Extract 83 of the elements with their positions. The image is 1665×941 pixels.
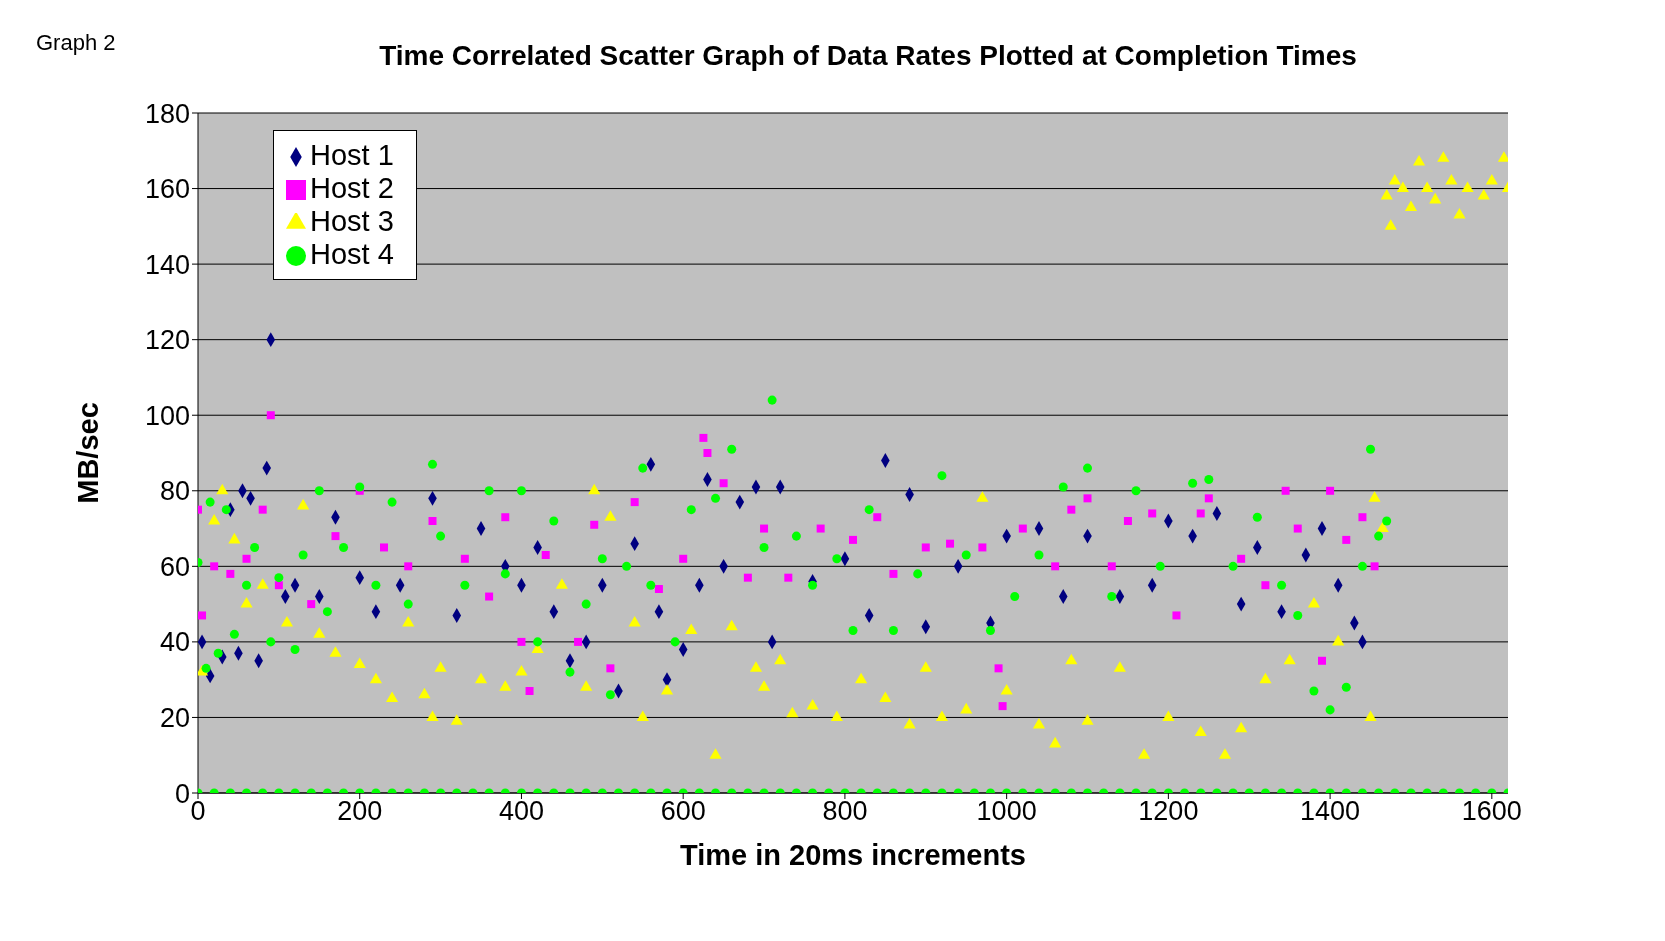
y-tick-label: 40 <box>159 627 190 658</box>
point <box>331 532 340 541</box>
point <box>379 543 388 552</box>
point <box>849 535 857 544</box>
point <box>1067 505 1076 514</box>
y-axis-title: MB/sec <box>72 402 105 504</box>
y-tick-label: 60 <box>159 551 190 582</box>
point <box>873 513 882 522</box>
point <box>242 554 251 563</box>
caption: Graph 2 <box>36 30 116 56</box>
x-axis-title: Time in 20ms increments <box>679 839 1027 871</box>
point <box>1281 486 1290 495</box>
point <box>307 600 316 609</box>
point <box>606 664 615 673</box>
point <box>921 543 930 552</box>
point <box>703 449 712 457</box>
point <box>978 543 987 552</box>
point <box>1326 486 1335 495</box>
legend-label: Host 3 <box>310 205 394 237</box>
y-tick-label: 180 <box>144 98 190 129</box>
legend-label: Host 2 <box>310 172 394 204</box>
point <box>1107 562 1116 571</box>
y-tick-label: 20 <box>159 703 190 734</box>
point <box>1196 509 1205 518</box>
point <box>404 562 413 571</box>
point <box>460 554 469 563</box>
point <box>654 585 663 593</box>
point <box>274 581 283 590</box>
point <box>1204 494 1213 503</box>
point <box>590 520 599 529</box>
point <box>1148 509 1157 518</box>
point <box>994 664 1003 673</box>
point <box>517 637 526 646</box>
point <box>816 524 825 533</box>
point <box>525 687 534 695</box>
point <box>699 433 708 442</box>
x-tick-label: 400 <box>498 796 544 827</box>
y-tick-label: 140 <box>144 249 190 280</box>
point <box>1051 562 1060 571</box>
x-tick-label: 1000 <box>976 796 1037 827</box>
point <box>760 524 769 533</box>
y-tick-label: 80 <box>159 476 190 507</box>
point <box>485 592 494 601</box>
point <box>743 573 752 582</box>
point <box>210 562 219 571</box>
point <box>226 569 235 578</box>
x-tick-label: 1200 <box>1138 796 1199 827</box>
point <box>998 702 1007 711</box>
x-tick-label: 200 <box>337 796 383 827</box>
point <box>1172 611 1181 620</box>
point <box>1293 524 1302 533</box>
point <box>889 569 898 578</box>
x-tick-label: 800 <box>822 796 868 827</box>
y-tick-label: 160 <box>144 174 190 205</box>
point <box>1342 535 1351 544</box>
point <box>946 539 955 548</box>
x-tick-label: 1600 <box>1461 796 1522 827</box>
point <box>1123 517 1132 525</box>
point <box>1358 513 1367 522</box>
point <box>266 411 275 420</box>
x-tick-label: 1400 <box>1300 796 1361 827</box>
point <box>198 611 207 620</box>
point <box>541 551 550 559</box>
y-tick-label: 120 <box>144 325 190 356</box>
point <box>501 513 510 522</box>
point <box>258 505 267 514</box>
y-tick-label: 100 <box>144 400 190 431</box>
point <box>428 517 437 525</box>
point <box>784 573 793 582</box>
point <box>1370 562 1379 571</box>
chart-title: Time Correlated Scatter Graph of Data Rates Plotted at Completion Times <box>379 40 1357 71</box>
point <box>574 637 583 646</box>
point <box>679 554 688 563</box>
legend-label: Host 1 <box>310 139 394 171</box>
point <box>630 498 639 507</box>
legend-label: Host 4 <box>310 238 394 270</box>
point <box>1318 656 1327 665</box>
point <box>1237 554 1246 563</box>
point <box>1083 494 1092 503</box>
x-tick-label: 600 <box>660 796 706 827</box>
point <box>1018 524 1027 533</box>
point <box>719 479 728 488</box>
point <box>1261 581 1270 590</box>
